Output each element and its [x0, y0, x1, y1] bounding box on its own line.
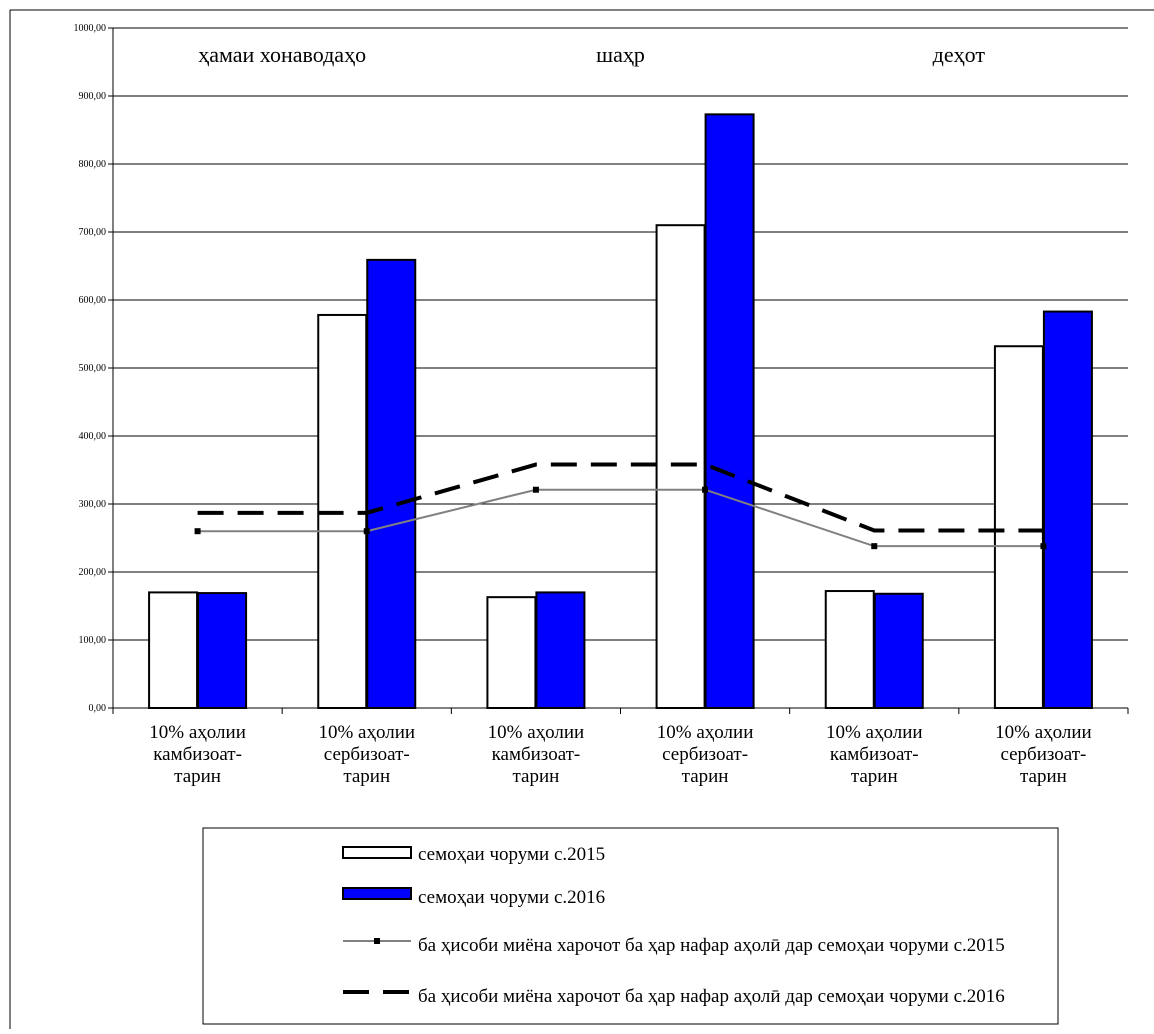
y-tick-label: 1000,00: [74, 23, 107, 34]
y-tick-label: 200,00: [79, 567, 107, 578]
bar-2: [197, 592, 248, 710]
bar-2: [366, 258, 417, 709]
x-category-label: 10% аҳолии сербизоат-тарин: [657, 722, 754, 787]
axis-layer: [108, 27, 1129, 714]
bar-1: [993, 345, 1044, 709]
bar-1: [824, 590, 875, 709]
line-point: [1040, 543, 1047, 550]
grid-layer: [113, 27, 1128, 641]
legend-marker-1: [342, 846, 412, 859]
y-tick-label: 0,00: [89, 703, 107, 714]
legend-label-1: семоҳаи чоруми с.2015: [418, 844, 606, 865]
bar-1: [486, 596, 537, 709]
y-tick-label: 800,00: [79, 159, 107, 170]
group-title: деҳот: [933, 42, 986, 67]
bar-layer: [148, 113, 1093, 710]
y-tick-label: 700,00: [79, 227, 107, 238]
line-point: [194, 528, 201, 535]
legend-marker-point: [374, 938, 380, 944]
line-layer: [194, 462, 1047, 550]
x-category-label: 10% аҳолии камбизоат-тарин: [149, 722, 246, 787]
x-category-label: 10% аҳолии камбизоат-тарин: [488, 722, 585, 787]
line-series-2: [197, 462, 1044, 533]
legend-label-4: ба ҳисоби миёна харочот ба ҳар нафар аҳо…: [418, 986, 1005, 1007]
legend-marker-2: [342, 887, 412, 900]
y-tick-label: 400,00: [79, 431, 107, 442]
bar-2: [873, 592, 924, 710]
legend-label-3: ба ҳисоби миёна харочот ба ҳар нафар аҳо…: [418, 935, 1005, 956]
bar-2: [704, 113, 755, 710]
x-category-label: 10% аҳолии камбизоат-тарин: [826, 722, 923, 787]
label-layer: 0,00 100,00 200,00 300,00 400,00 500,00 600,00…: [74, 23, 1092, 787]
line-point: [532, 486, 539, 493]
legend-label-2: семоҳаи чоруми с.2016: [418, 887, 606, 908]
bar-1: [148, 591, 199, 710]
bar-2: [1042, 310, 1093, 709]
y-tick-label: 600,00: [79, 295, 107, 306]
x-category-label: 10% аҳолии сербизоат-тарин: [995, 722, 1092, 787]
group-title: ҳамаи хонаводаҳо: [198, 42, 366, 67]
bar-1: [655, 224, 706, 709]
line-point: [871, 543, 878, 550]
legend-layer: [202, 827, 1059, 1025]
group-title: шаҳр: [596, 42, 645, 67]
y-tick-label: 100,00: [79, 635, 107, 646]
bar-2: [535, 591, 586, 710]
y-tick-label: 500,00: [79, 363, 107, 374]
line-series-1: [197, 488, 1044, 548]
y-tick-label: 300,00: [79, 499, 107, 510]
line-point: [702, 486, 709, 493]
y-tick-label: 900,00: [79, 91, 107, 102]
line-point: [363, 528, 370, 535]
x-category-label: 10% аҳолии сербизоат-тарин: [318, 722, 415, 787]
